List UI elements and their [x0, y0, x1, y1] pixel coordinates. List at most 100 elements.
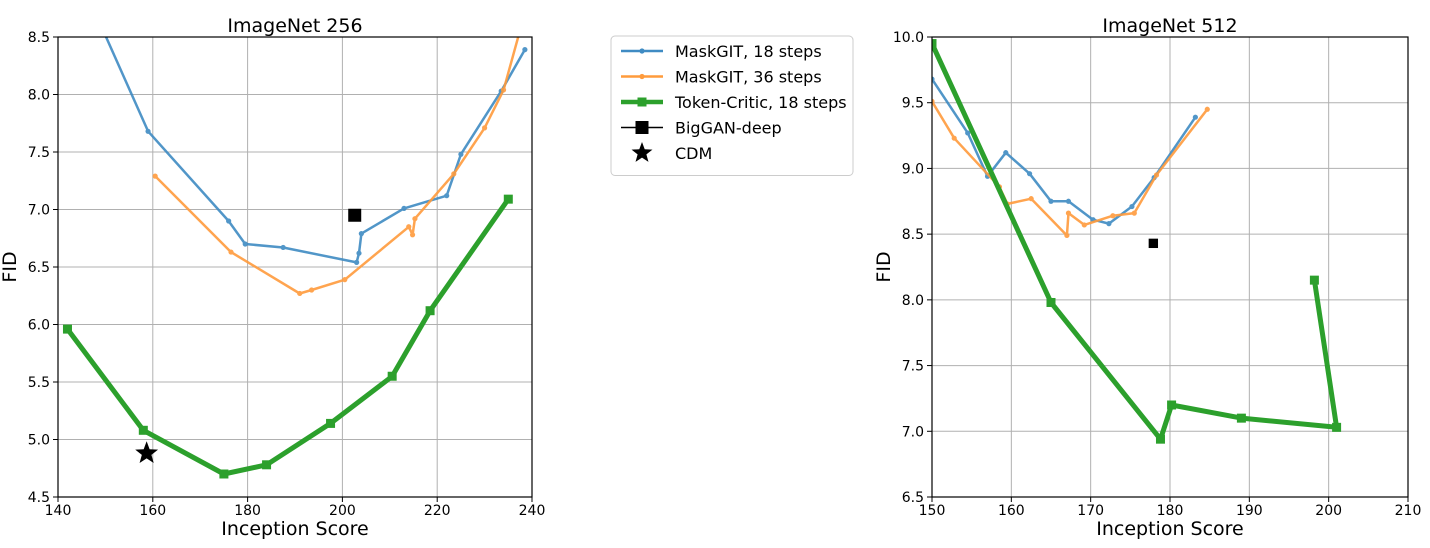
data-point: [138, 425, 148, 435]
legend-label: BigGAN-deep: [675, 119, 782, 138]
data-point: [1110, 213, 1116, 219]
data-point: [1065, 198, 1072, 204]
data-point: [297, 290, 303, 297]
x-tick-label: 240: [519, 503, 546, 519]
data-point: [401, 205, 407, 211]
data-point: [412, 216, 418, 222]
x-tick-label: 160: [139, 503, 166, 519]
series-maskgit-18-steps: [100, 28, 528, 265]
y-tick-label: 6.5: [902, 490, 924, 506]
data-point: [1332, 422, 1342, 432]
y-tick-label: 7.0: [28, 203, 50, 219]
data-point: [1153, 172, 1160, 178]
legend-frame: [610, 35, 854, 176]
series-token-critic-18-steps: [62, 194, 513, 479]
data-point: [1064, 232, 1070, 239]
chart-title: ImageNet 256: [227, 15, 362, 37]
data-point: [482, 125, 488, 131]
legend-entry: BigGAN-deep: [621, 119, 782, 138]
y-axis: 6.5 7.0 7.5 8.0 8.5 9.0 9.5 10.0: [893, 30, 932, 506]
chart-panel-2: 150 160 170 180 190 200 210 6.5 7.0 7.5 8.0 8.5 9.0 9…: [873, 15, 1421, 540]
data-point: [1129, 203, 1135, 210]
legend-label: MaskGIT, 36 steps: [675, 68, 822, 87]
data-point: [308, 287, 315, 293]
data-point: [406, 224, 412, 230]
series-maskgit-18-steps: [932, 76, 1198, 227]
data-point: [458, 151, 464, 157]
data-point: [1026, 171, 1033, 177]
data-point: [348, 208, 362, 222]
y-tick-label: 7.5: [902, 359, 924, 375]
y-tick-label: 9.0: [902, 161, 924, 177]
legend-marker: [635, 121, 649, 134]
data-point: [425, 306, 435, 316]
chart-panel-1: 140 160 180 200 220 240 4.5 5.0 5.5 6.0 6.5 7.0 7.5 8…: [0, 15, 545, 540]
data-point: [1204, 106, 1210, 112]
data-point: [226, 218, 232, 224]
data-point: [1167, 400, 1177, 410]
data-point: [152, 173, 158, 179]
data-point: [145, 128, 151, 134]
data-point: [228, 249, 234, 255]
data-point: [1131, 210, 1137, 216]
legend-label: CDM: [675, 144, 712, 163]
y-tick-label: 4.5: [28, 490, 50, 506]
data-point: [358, 231, 364, 237]
data-point: [1106, 221, 1112, 227]
y-tick-label: 7.5: [28, 145, 50, 161]
data-point: [1148, 238, 1159, 249]
series-line: [932, 77, 1197, 225]
legend: MaskGIT, 18 steps MaskGIT, 36 steps Token-…: [610, 35, 854, 176]
data-point: [1192, 114, 1198, 120]
data-point: [1081, 222, 1087, 228]
data-point: [1003, 150, 1009, 156]
y-axis-label: FID: [0, 251, 21, 282]
y-tick-label: 10.0: [893, 30, 924, 46]
data-point: [1065, 210, 1072, 216]
plot-area: [932, 39, 1342, 444]
data-point: [100, 28, 105, 33]
data-point: [1046, 297, 1056, 307]
series-line: [65, 196, 511, 477]
legend-entry: Token-Critic, 18 steps: [621, 93, 847, 112]
series-line: [104, 37, 527, 264]
x-tick-label: 190: [1236, 503, 1263, 519]
data-point: [451, 171, 457, 177]
data-point: [219, 469, 229, 479]
x-tick-label: 200: [1315, 503, 1342, 519]
x-tick-label: 170: [1077, 503, 1104, 519]
data-point: [500, 87, 507, 93]
data-point: [932, 98, 935, 104]
x-axis-label: Inception Score: [1096, 518, 1244, 540]
data-point: [522, 47, 528, 53]
data-point: [354, 259, 360, 265]
x-tick-label: 150: [919, 503, 946, 519]
data-point: [135, 441, 159, 464]
data-point: [1028, 196, 1034, 202]
plot-area: [62, 28, 528, 479]
x-axis: 140 160 180 200 220 240: [45, 497, 546, 519]
legend-marker: [639, 73, 645, 80]
y-axis: 4.5 5.0 5.5 6.0 6.5 7.0 7.5 8.0 8.5: [28, 30, 58, 506]
y-tick-label: 8.0: [902, 293, 924, 309]
x-tick-label: 210: [1395, 503, 1422, 519]
x-tick-label: 140: [45, 503, 72, 519]
legend-marker: [637, 97, 647, 107]
data-point: [1236, 413, 1246, 423]
series-token-critic-18-steps: [932, 39, 1342, 444]
data-point: [387, 371, 397, 381]
series-line: [153, 37, 520, 295]
data-point: [62, 324, 72, 334]
y-tick-label: 8.5: [28, 30, 50, 46]
data-point: [503, 194, 513, 204]
x-tick-label: 160: [998, 503, 1025, 519]
y-tick-label: 5.0: [28, 433, 50, 449]
data-point: [518, 28, 523, 33]
x-axis-label: Inception Score: [221, 518, 369, 540]
x-tick-label: 180: [1157, 503, 1184, 519]
data-point: [280, 244, 286, 251]
x-tick-label: 180: [234, 503, 261, 519]
data-point: [1048, 198, 1054, 204]
data-point: [1309, 275, 1319, 285]
